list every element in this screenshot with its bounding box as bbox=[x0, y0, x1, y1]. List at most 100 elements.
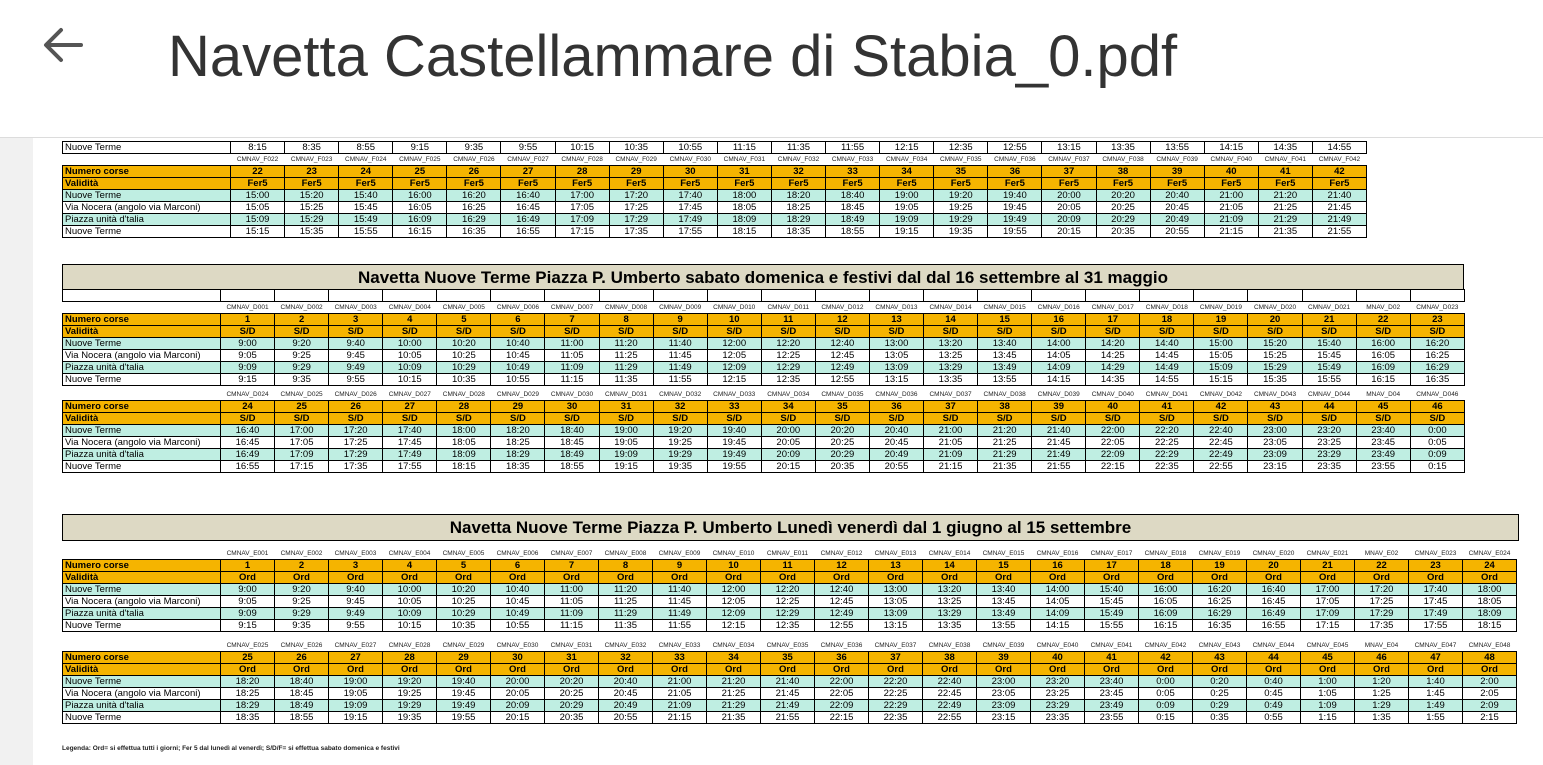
table-cell: 9:49 bbox=[328, 607, 383, 620]
table-cell: 1:09 bbox=[1300, 699, 1355, 712]
table-cell: 10:00 bbox=[382, 583, 437, 596]
table-cell: 20 bbox=[1246, 559, 1301, 572]
route-code: CMNAV_D001 bbox=[226, 304, 269, 311]
table-cell: 13:55 bbox=[977, 373, 1033, 386]
table-cell: Fer5 bbox=[987, 177, 1043, 190]
table-cell: Ord bbox=[760, 571, 815, 584]
table-cell: 14:35 bbox=[1257, 141, 1313, 154]
table-cell: 11:49 bbox=[652, 361, 708, 374]
table-cell: 17:09 bbox=[554, 213, 610, 226]
table-cell: 20:25 bbox=[814, 436, 870, 449]
table-cell: 16:49 bbox=[1246, 607, 1301, 620]
table-cell: 12:35 bbox=[933, 141, 989, 154]
table-cell: 12:55 bbox=[987, 141, 1043, 154]
table-cell: 16:09 bbox=[392, 213, 448, 226]
table-cell: 38 bbox=[977, 400, 1033, 413]
table-cell: 22:49 bbox=[922, 699, 977, 712]
table-cell: 10:35 bbox=[608, 141, 664, 154]
table-cell: 1:20 bbox=[1354, 675, 1409, 688]
table-cell: Ord bbox=[220, 571, 275, 584]
route-code: CMNAV_E031 bbox=[550, 642, 593, 649]
row-label: Via Nocera (angolo via Marconi) bbox=[62, 201, 231, 214]
table-cell: Fer5 bbox=[500, 177, 556, 190]
table-cell: 9 bbox=[652, 313, 708, 326]
code-row: CMNAV_D024 CMNAV_D025 CMNAV_D026 CMNAV_D027… bbox=[63, 389, 1465, 401]
table-cell: 17:25 bbox=[328, 436, 384, 449]
table-cell: 10:49 bbox=[490, 607, 545, 620]
table-cell: 21:09 bbox=[652, 699, 707, 712]
row-label: Piazza unità d'talia bbox=[62, 448, 221, 461]
table-cell: 18:00 bbox=[436, 424, 492, 437]
table-cell: 22:05 bbox=[814, 687, 869, 700]
row-label: Via Nocera (angolo via Marconi) bbox=[62, 595, 221, 608]
table-cell: 7 bbox=[544, 313, 600, 326]
row-label: Nuove Terme bbox=[62, 225, 231, 238]
table-cell: 21:20 bbox=[1257, 189, 1313, 202]
code-label-cell bbox=[63, 548, 221, 560]
table-cell: 11:29 bbox=[598, 361, 654, 374]
table-cell: S/D bbox=[436, 412, 492, 425]
route-code: CMNAV_E005 bbox=[442, 550, 485, 557]
table-cell: 22 bbox=[229, 165, 286, 178]
code-row: CMNAV_D001 CMNAV_D002 CMNAV_D003 CMNAV_D004… bbox=[63, 302, 1465, 314]
route-code: CMNAV_E034 bbox=[712, 642, 755, 649]
table-cell: 22:00 bbox=[1085, 424, 1141, 437]
table-cell: 29 bbox=[436, 651, 491, 664]
table-cell: 21:15 bbox=[652, 711, 707, 724]
table-cell: Fer5 bbox=[933, 177, 989, 190]
table-cell: 14:40 bbox=[1139, 337, 1195, 350]
table-row: Nuove Terme 9:15 9:35 9:55 10:15 10:35 10:55 11… bbox=[62, 619, 1517, 632]
table-cell: 19:40 bbox=[706, 424, 762, 437]
table-cell: Ord bbox=[1138, 663, 1193, 676]
table-cell: 23:49 bbox=[1084, 699, 1139, 712]
row-label: Nuove Terme bbox=[62, 460, 221, 473]
table-cell: 19:09 bbox=[598, 448, 654, 461]
table-cell: S/D bbox=[1193, 325, 1249, 338]
table-cell: S/D bbox=[1085, 412, 1141, 425]
table-cell: Ord bbox=[976, 663, 1031, 676]
route-code: CMNAV_F035 bbox=[940, 156, 982, 163]
table-cell: 40 bbox=[1203, 165, 1259, 178]
table-row: Via Nocera (angolo via Marconi) 18:25 18:4… bbox=[62, 687, 1517, 700]
table-cell: 10:05 bbox=[382, 595, 437, 608]
table-cell: Ord bbox=[1354, 571, 1409, 584]
timetable-section-1: Nuove Terme 8:15 8:35 8:55 9:15 9:35 9:55 10:15… bbox=[62, 141, 1368, 238]
route-code: CMNAV_E004 bbox=[388, 550, 431, 557]
table-cell: 30 bbox=[490, 651, 545, 664]
table-cell: S/D bbox=[1031, 412, 1087, 425]
table-cell: 21:49 bbox=[1311, 213, 1368, 226]
table-cell: 23:05 bbox=[1247, 436, 1303, 449]
table-cell: S/D bbox=[382, 325, 438, 338]
table-cell: 10:55 bbox=[490, 619, 545, 632]
table-cell: 0:05 bbox=[1138, 687, 1193, 700]
table-cell: 17:49 bbox=[662, 213, 718, 226]
route-code: CMNAV_D004 bbox=[388, 304, 431, 311]
table-cell: 20:05 bbox=[490, 687, 545, 700]
table-cell: 16:55 bbox=[219, 460, 276, 473]
row-label: Numero corse bbox=[62, 165, 231, 178]
table-cell: 12 bbox=[814, 313, 870, 326]
table-cell: 9:15 bbox=[392, 141, 448, 154]
table-cell: 21:05 bbox=[923, 436, 979, 449]
route-code: CMNAV_E015 bbox=[982, 550, 1025, 557]
table-cell: 10:20 bbox=[436, 337, 492, 350]
table-cell: 15:45 bbox=[338, 201, 394, 214]
table-cell: 17:05 bbox=[1300, 595, 1355, 608]
table-cell: 23:55 bbox=[1355, 460, 1411, 473]
table-cell: 17:29 bbox=[1354, 607, 1409, 620]
table-cell: 17:45 bbox=[662, 201, 718, 214]
table-cell: 27 bbox=[382, 400, 438, 413]
row-label: Validità bbox=[62, 177, 231, 190]
table-cell: 13:29 bbox=[922, 607, 977, 620]
table-cell: 16:40 bbox=[1246, 583, 1301, 596]
table-cell: 2:05 bbox=[1462, 687, 1517, 700]
table-cell: 18:20 bbox=[490, 424, 546, 437]
table-cell: 30 bbox=[662, 165, 718, 178]
table-cell: 10:45 bbox=[490, 349, 546, 362]
route-code: CMNAV_E048 bbox=[1468, 642, 1511, 649]
table-cell: 28 bbox=[436, 400, 492, 413]
table-cell: 12:09 bbox=[706, 361, 762, 374]
table-cell: 12:45 bbox=[814, 595, 869, 608]
back-button[interactable] bbox=[38, 22, 88, 68]
table-cell: 18:55 bbox=[544, 460, 600, 473]
